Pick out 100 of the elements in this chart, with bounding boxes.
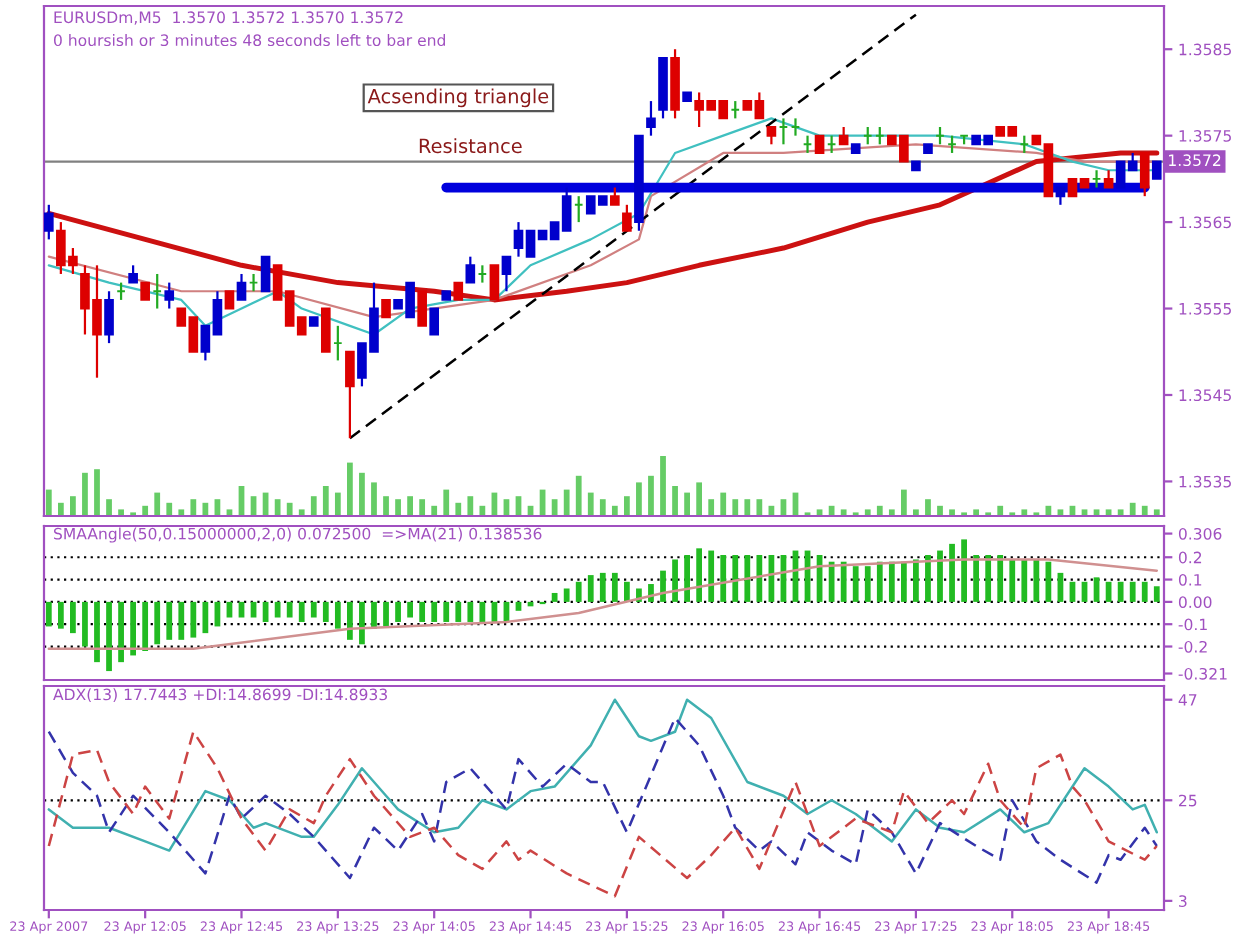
bar xyxy=(166,601,173,640)
bar xyxy=(106,601,112,672)
bar xyxy=(455,502,462,516)
bar xyxy=(190,601,197,638)
bar xyxy=(876,505,883,516)
line-series xyxy=(47,558,1159,650)
bar xyxy=(202,502,209,516)
bar xyxy=(479,505,486,516)
bar xyxy=(154,601,161,645)
bar xyxy=(623,496,630,516)
bar xyxy=(852,566,859,602)
bar xyxy=(648,475,654,516)
bar xyxy=(118,509,124,516)
bar xyxy=(660,456,666,516)
bar xyxy=(756,555,763,602)
bar xyxy=(551,592,558,602)
bar xyxy=(720,555,727,602)
bar xyxy=(286,502,293,516)
bar xyxy=(94,601,100,663)
bar xyxy=(57,601,64,629)
bar xyxy=(407,496,413,516)
bar xyxy=(551,499,558,516)
bar xyxy=(154,492,161,516)
bar xyxy=(696,548,703,602)
bar xyxy=(900,489,907,516)
bar xyxy=(985,555,992,602)
annotation: Acsending triangle xyxy=(367,88,549,108)
bar xyxy=(45,489,52,516)
candlestick xyxy=(622,203,632,232)
candlestick xyxy=(345,350,355,440)
bar xyxy=(1141,505,1148,516)
bar xyxy=(322,601,329,622)
bar xyxy=(1129,502,1136,516)
bar xyxy=(864,509,871,516)
bar xyxy=(118,601,124,663)
bar xyxy=(913,559,919,602)
bar xyxy=(419,499,426,516)
bar xyxy=(395,601,401,622)
bar xyxy=(925,555,931,602)
bar xyxy=(672,559,678,602)
bar xyxy=(937,550,943,602)
bar xyxy=(106,499,112,516)
bar xyxy=(82,601,88,647)
bar xyxy=(840,561,847,602)
bar xyxy=(1117,581,1124,602)
bar xyxy=(467,496,474,516)
bar xyxy=(383,496,389,516)
bar xyxy=(1141,581,1148,602)
bar xyxy=(443,601,450,622)
bar xyxy=(359,472,365,516)
bar xyxy=(419,601,426,622)
bar xyxy=(587,492,594,516)
bar xyxy=(298,601,305,622)
bar xyxy=(684,555,690,602)
bar xyxy=(925,499,931,516)
bar xyxy=(1033,559,1040,602)
line-series xyxy=(47,716,1159,884)
annotation: Resistance xyxy=(419,138,522,154)
bar xyxy=(334,492,341,516)
bar xyxy=(961,539,967,602)
bar xyxy=(575,581,582,602)
bar xyxy=(467,601,474,622)
bar xyxy=(359,601,365,645)
bar xyxy=(322,486,329,516)
bar xyxy=(130,601,137,656)
bar xyxy=(70,496,76,516)
bar xyxy=(202,601,209,634)
bar xyxy=(190,499,197,516)
bar xyxy=(696,482,703,516)
bar xyxy=(563,588,570,602)
bar xyxy=(371,482,377,516)
bar xyxy=(732,499,739,516)
bar xyxy=(684,492,690,516)
bar xyxy=(407,601,413,618)
bar xyxy=(57,502,64,516)
bar xyxy=(82,472,88,516)
bar xyxy=(888,561,895,602)
candlestick xyxy=(260,255,271,293)
line-series xyxy=(47,698,1159,852)
bar xyxy=(720,492,727,516)
bar xyxy=(1153,509,1160,516)
bar xyxy=(142,601,149,651)
bar xyxy=(178,601,185,640)
bar xyxy=(611,572,618,602)
bar xyxy=(672,486,678,516)
candlestick xyxy=(320,307,331,353)
bar xyxy=(1045,561,1052,602)
bar xyxy=(575,475,582,516)
bar xyxy=(45,601,52,627)
bar xyxy=(997,555,1004,602)
bar xyxy=(973,509,980,516)
bar xyxy=(744,499,751,516)
bar xyxy=(347,601,353,640)
bar xyxy=(660,570,666,602)
candlestick xyxy=(104,290,114,345)
bar xyxy=(1153,586,1160,602)
bar xyxy=(383,601,389,627)
candlestick xyxy=(44,203,54,241)
bar xyxy=(876,561,883,602)
candlestick xyxy=(429,307,440,336)
